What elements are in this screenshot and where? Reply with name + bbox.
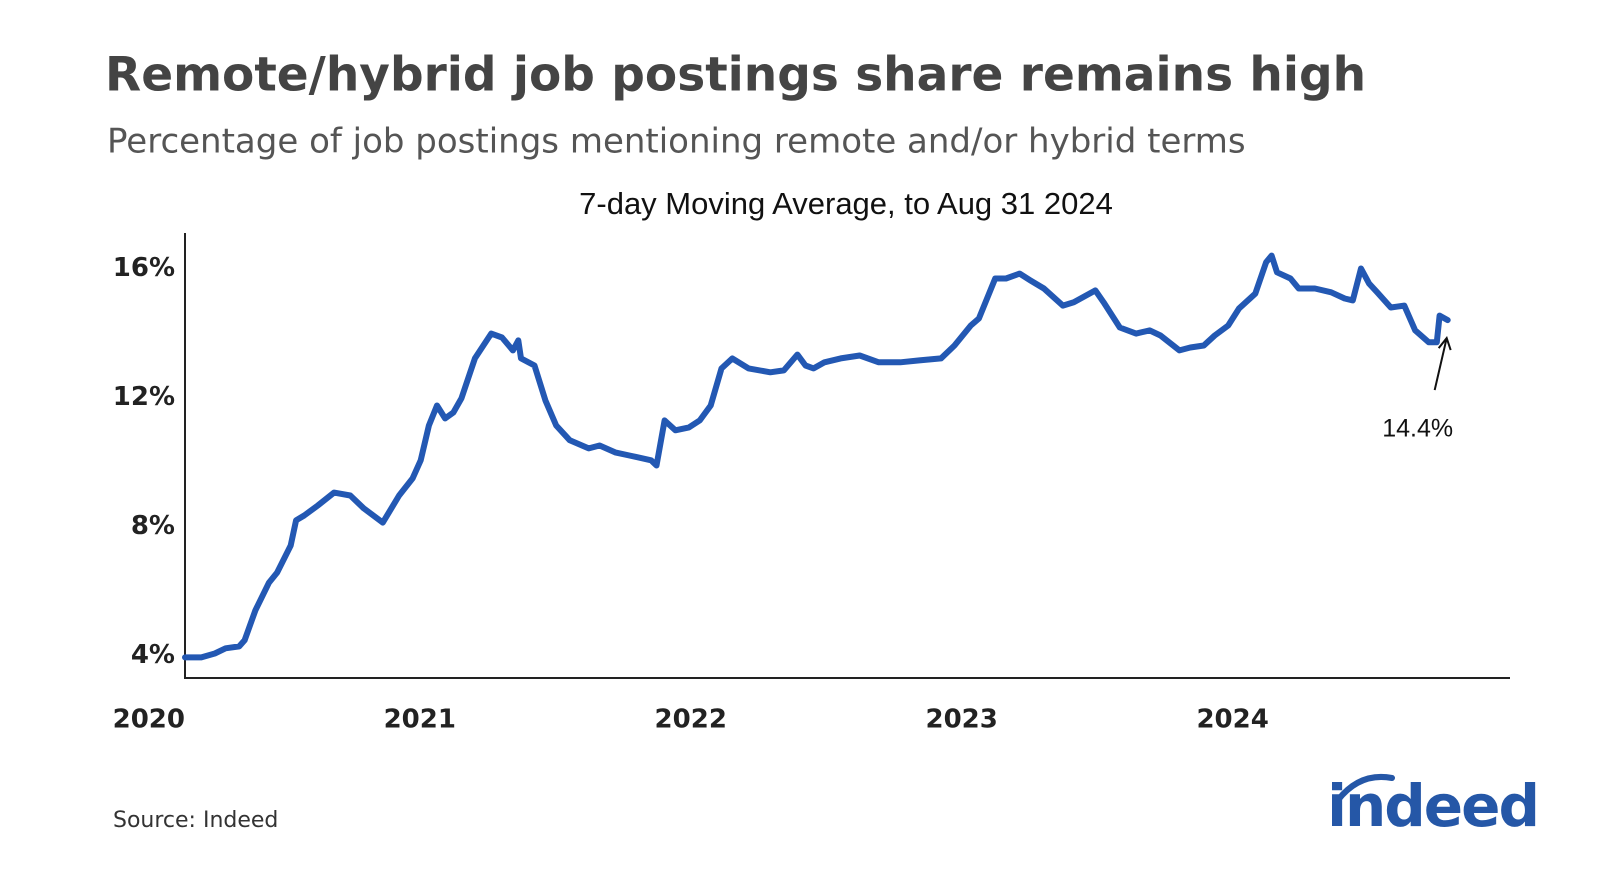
- line: [182, 252, 1451, 661]
- chart-subtitle: Percentage of job postings mentioning re…: [107, 122, 1246, 162]
- x-tick-label: 2023: [926, 705, 998, 735]
- y-tick-label: 8%: [131, 511, 175, 541]
- x-tick-label: 2020: [113, 705, 185, 735]
- x-tick-label: 2021: [384, 705, 456, 735]
- chart-title: Remote/hybrid job postings share remains…: [105, 48, 1366, 103]
- plot-title: 7-day Moving Average, to Aug 31 2024: [579, 186, 1113, 221]
- x-tick-label: 2024: [1196, 705, 1268, 735]
- y-tick-label: 16%: [113, 253, 175, 283]
- x-tick-label: 2022: [655, 705, 727, 735]
- logo: indeed: [1327, 772, 1538, 840]
- logo-arc: [1335, 774, 1395, 803]
- annotation: 14.4%: [1382, 415, 1453, 443]
- source: Source: Indeed: [113, 808, 278, 833]
- y-tick-label: 4%: [131, 640, 175, 670]
- y-tick-label: 12%: [113, 382, 175, 412]
- annotation-arrow: [1433, 336, 1452, 391]
